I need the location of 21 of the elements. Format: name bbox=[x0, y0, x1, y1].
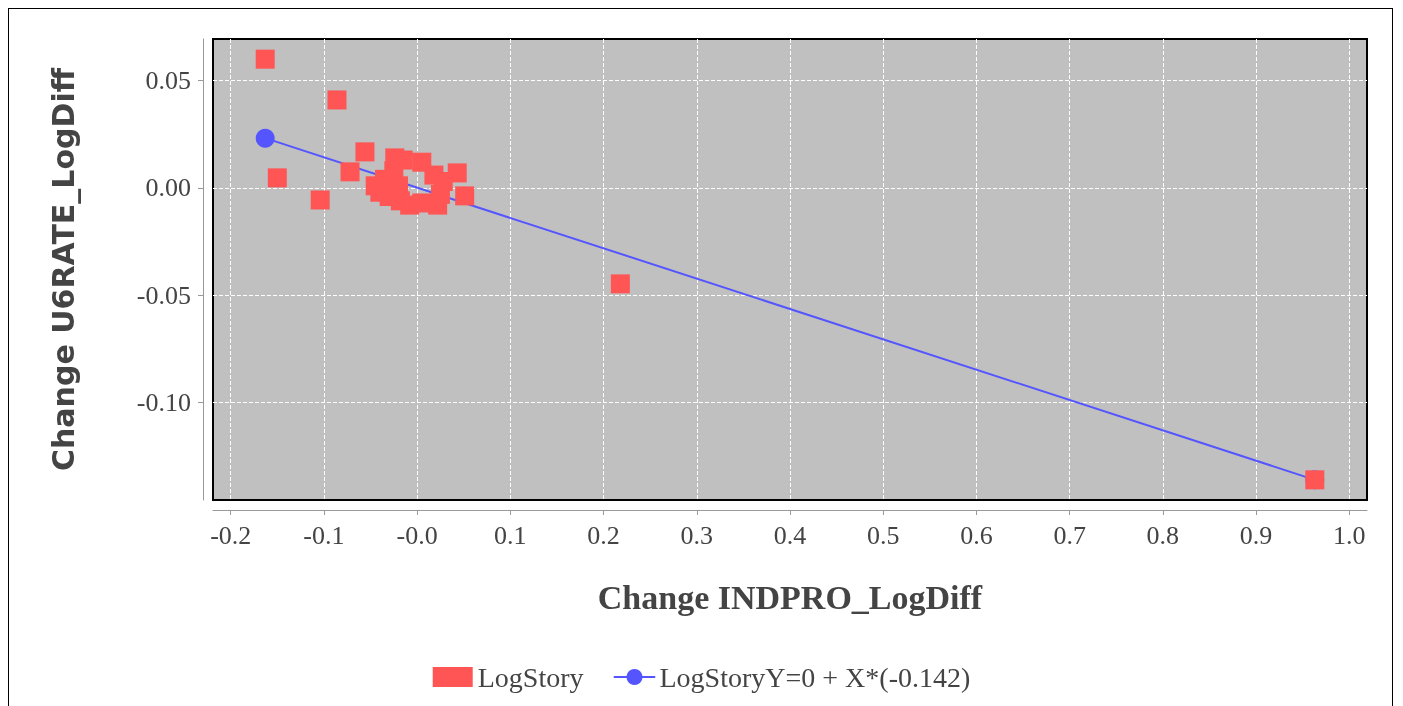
legend-label: LogStory bbox=[477, 661, 584, 693]
x-tick-label: 0.7 bbox=[1053, 520, 1086, 550]
x-tick-label: 0.1 bbox=[494, 520, 527, 550]
y-tick-label: 0.00 bbox=[145, 173, 191, 203]
x-tick-label: -0.0 bbox=[396, 520, 438, 550]
x-axis-title: Change INDPRO_LogDiff bbox=[597, 578, 983, 616]
x-tick-label: 0.5 bbox=[866, 520, 900, 550]
y-tick-label: -0.10 bbox=[136, 388, 191, 418]
x-tick-label: 0.8 bbox=[1146, 520, 1180, 550]
x-tick-label: 0.6 bbox=[960, 520, 993, 550]
y-tick-label: -0.05 bbox=[136, 280, 191, 310]
y-tick-label: 0.05 bbox=[145, 66, 191, 96]
legend-label: LogStoryY=0 + X*(-0.142) bbox=[659, 661, 971, 693]
y-axis-title: Change U6RATE_LogDiff bbox=[45, 67, 81, 472]
x-tick-label: -0.2 bbox=[210, 520, 252, 550]
x-tick-label: 0.3 bbox=[680, 520, 714, 550]
x-tick-label: 0.2 bbox=[587, 520, 620, 550]
x-tick-label: -0.1 bbox=[303, 520, 345, 550]
x-tick-label: 0.4 bbox=[773, 520, 807, 550]
x-tick-label: 0.9 bbox=[1239, 520, 1273, 550]
x-tick-label: 1.0 bbox=[1333, 520, 1366, 550]
